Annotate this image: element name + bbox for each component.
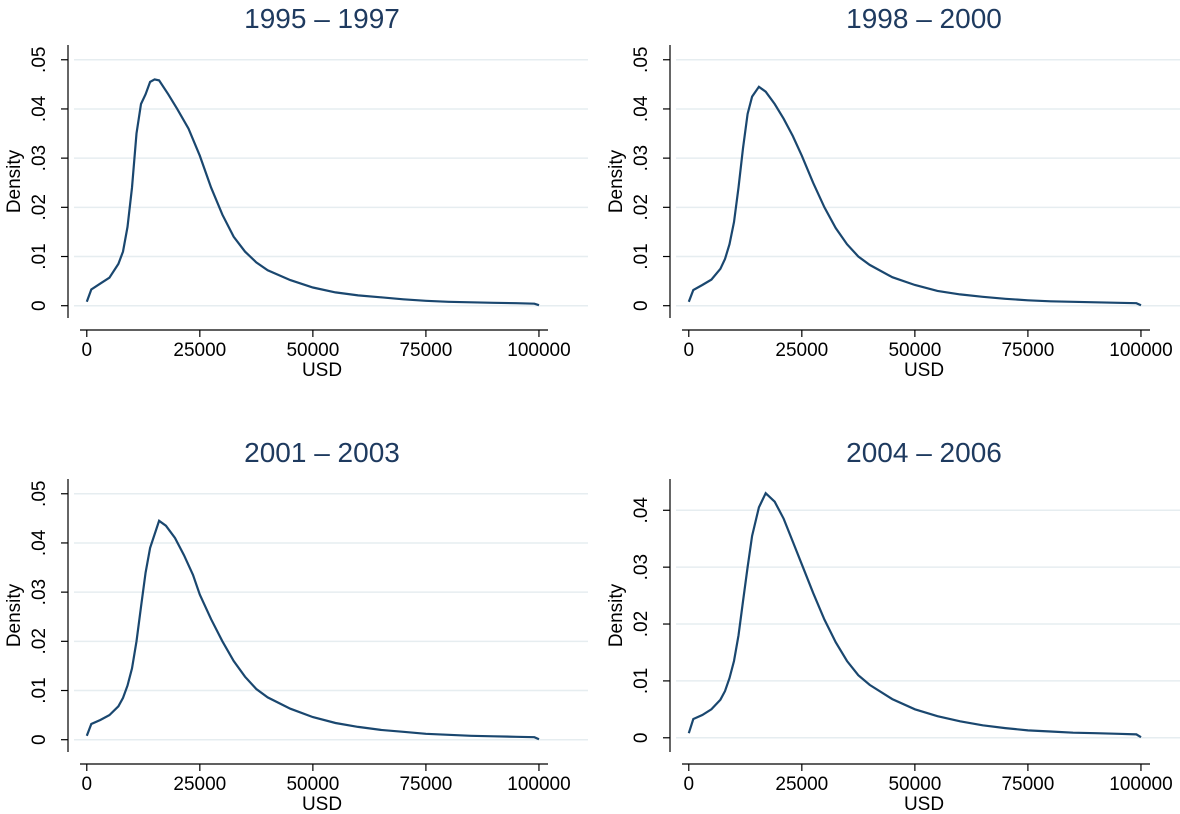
x-tick-label: 75000 <box>399 340 452 361</box>
x-tick-label: 0 <box>683 340 694 361</box>
y-tick-label: .05 <box>29 47 50 73</box>
chart-title: 1998 – 2000 <box>846 3 1002 34</box>
y-tick-label: .03 <box>29 579 50 605</box>
y-tick-label: .04 <box>631 497 652 524</box>
y-tick-label: 0 <box>631 732 652 743</box>
chart-title: 2001 – 2003 <box>244 437 400 468</box>
x-tick-label: 75000 <box>399 774 452 795</box>
y-tick-label: 0 <box>631 300 652 311</box>
y-tick-label: .05 <box>29 481 50 507</box>
y-tick-label: .03 <box>631 554 652 580</box>
y-tick-label: .01 <box>29 243 50 269</box>
x-tick-label: 25000 <box>775 774 828 795</box>
x-axis-label: USD <box>904 794 944 814</box>
y-tick-label: .04 <box>631 95 652 122</box>
y-tick-label: .01 <box>631 668 652 694</box>
x-tick-label: 100000 <box>1109 340 1172 361</box>
x-tick-label: 75000 <box>1001 774 1054 795</box>
y-axis-label: Density <box>4 149 25 213</box>
density-line <box>85 519 540 741</box>
x-tick-label: 75000 <box>1001 340 1054 361</box>
x-tick-label: 25000 <box>173 774 226 795</box>
y-tick-label: .02 <box>29 628 50 654</box>
x-tick-label: 0 <box>683 774 694 795</box>
x-tick-label: 0 <box>81 774 92 795</box>
density-line <box>687 491 1142 739</box>
y-tick-label: .03 <box>631 145 652 171</box>
y-axis-label: Density <box>4 583 25 647</box>
x-tick-label: 50000 <box>888 774 941 795</box>
x-tick-label: 50000 <box>286 340 339 361</box>
y-tick-label: .01 <box>631 243 652 269</box>
density-line <box>85 78 540 307</box>
panel: 0 .01 .02 .03 .04 .05 0 25000 50000 75000 100000 19… <box>606 3 1180 381</box>
y-axis-label: Density <box>606 149 627 213</box>
x-tick-label: 0 <box>81 340 92 361</box>
y-tick-label: .04 <box>29 529 50 556</box>
x-axis-label: USD <box>302 360 342 381</box>
y-tick-label: 0 <box>29 734 50 745</box>
panel: 0 .01 .02 .03 .04 .05 0 25000 50000 75000 100000 19… <box>4 3 588 381</box>
y-tick-label: .02 <box>631 194 652 220</box>
x-tick-label: 100000 <box>1109 774 1172 795</box>
density-line <box>687 85 1142 307</box>
x-tick-label: 25000 <box>775 340 828 361</box>
chart-title: 2004 – 2006 <box>846 437 1002 468</box>
x-tick-label: 50000 <box>286 774 339 795</box>
y-tick-label: .03 <box>29 145 50 171</box>
panel: 0 .01 .02 .03 .04 0 25000 50000 75000 100000 2004 … <box>606 437 1180 814</box>
y-tick-label: .02 <box>29 194 50 220</box>
y-axis-label: Density <box>606 583 627 647</box>
x-axis-label: USD <box>302 794 342 814</box>
chart-title: 1995 – 1997 <box>244 3 400 34</box>
x-tick-label: 50000 <box>888 340 941 361</box>
x-axis-label: USD <box>904 360 944 381</box>
y-tick-label: 0 <box>29 300 50 311</box>
x-tick-label: 100000 <box>507 774 570 795</box>
panel: 0 .01 .02 .03 .04 .05 0 25000 50000 75000 100000 20… <box>4 437 588 814</box>
x-tick-label: 25000 <box>173 340 226 361</box>
y-tick-label: .05 <box>631 47 652 73</box>
x-tick-label: 100000 <box>507 340 570 361</box>
y-tick-label: .04 <box>29 95 50 122</box>
y-tick-label: .01 <box>29 677 50 703</box>
y-tick-label: .02 <box>631 611 652 637</box>
